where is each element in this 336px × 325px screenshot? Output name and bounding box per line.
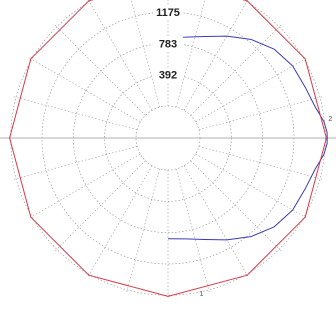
- radial-tick-label-0: 392: [159, 70, 177, 82]
- radial-tick-label-1: 783: [159, 38, 177, 50]
- grid-spoke-22: [87, 165, 153, 277]
- grid-spoke-1: [175, 168, 210, 293]
- grid-spoke-16: [29, 57, 141, 123]
- curve-label-1: 1: [200, 291, 204, 298]
- grid-spoke-3: [190, 160, 282, 252]
- grid-spoke-9: [190, 24, 282, 116]
- grid-spoke-17: [13, 96, 138, 131]
- grid-spoke-21: [54, 160, 146, 252]
- grid-spoke-23: [126, 168, 161, 293]
- tick-label-bg-1: [153, 36, 183, 51]
- grid-spoke-2: [183, 165, 249, 277]
- grid-spoke-15: [54, 24, 146, 116]
- grid-spoke-14: [87, 0, 153, 111]
- grid-spoke-13: [130, 0, 161, 108]
- tick-label-bg-0: [153, 67, 183, 82]
- tick-label-bg-2: [153, 5, 183, 19]
- grid-spoke-11: [175, 0, 206, 108]
- grid-spoke-20: [29, 153, 141, 219]
- curve-label-2: 2: [328, 116, 332, 123]
- series-layer: [9, 0, 328, 297]
- series-curve-2: [9, 0, 327, 297]
- grid-spoke-7: [198, 96, 323, 131]
- grid-spoke-10: [183, 0, 249, 111]
- grid-layer: [0, 0, 336, 298]
- label-layer: 3927831175156612: [153, 5, 332, 298]
- grid-spoke-19: [13, 145, 138, 180]
- grid-spoke-4: [195, 153, 307, 219]
- series-curve-1: [167, 35, 328, 241]
- radial-tick-label-2: 1175: [156, 7, 180, 19]
- grid-spoke-5: [198, 145, 323, 180]
- grid-spoke-8: [195, 57, 307, 123]
